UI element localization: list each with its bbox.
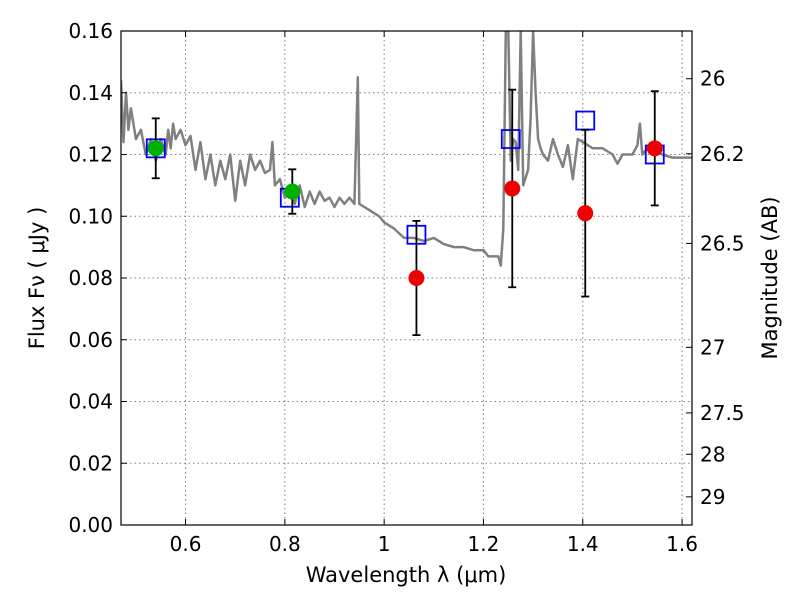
x-tick-label: 0.6 (170, 532, 202, 556)
marker-layer (145, 88, 665, 337)
y-tick-label: 0.06 (68, 328, 113, 352)
x-tick-label: 1.6 (666, 532, 698, 556)
observed-point (577, 205, 594, 222)
observed-point (646, 140, 663, 157)
y-tick-label: 0.14 (68, 81, 113, 105)
y-tick-label: 0.10 (68, 204, 113, 228)
model-spectrum-line (121, 31, 692, 267)
y-tick-label: 0.00 (68, 513, 113, 537)
model-photometry-square (575, 110, 596, 131)
model-photometry-square (500, 129, 521, 149)
x-axis-label: Wavelength λ (μm) (306, 563, 507, 587)
spectrum-layer (121, 31, 692, 267)
y-tick-label: 0.08 (68, 266, 113, 290)
y-tick-label: 0.16 (68, 19, 113, 43)
y-tick-label: 0.04 (68, 390, 113, 414)
axis-ticks: 0.6 0.8 1 1.2 1.4 1.6 0.00 0.02 0.04 0.06 0.08 0.10… (68, 19, 744, 556)
mag-tick-label: 28 (700, 442, 725, 466)
y-tick-label: 0.02 (68, 451, 113, 475)
x-tick-label: 1.2 (468, 532, 500, 556)
mag-tick-label: 29 (700, 485, 725, 509)
mag-tick-label: 27 (700, 335, 725, 359)
observed-point (408, 270, 425, 286)
observed-point (147, 140, 164, 157)
mag-tick-label: 26.5 (700, 231, 745, 255)
y-axis-label: Flux Fν ( μJy ) (25, 207, 49, 350)
mag-tick-label: 26 (700, 67, 725, 91)
observed-point (504, 180, 521, 197)
grid-lines (121, 30, 692, 526)
x-tick-label: 1 (378, 532, 391, 556)
mag-tick-label: 26.2 (700, 142, 745, 166)
observed-point (284, 183, 301, 200)
mag-tick-label: 27.5 (700, 401, 745, 425)
y-tick-label: 0.12 (68, 143, 113, 167)
x-tick-label: 1.4 (567, 532, 599, 556)
x-tick-label: 0.8 (269, 532, 301, 556)
secondary-y-axis-label: Magnitude (AB) (758, 196, 782, 359)
